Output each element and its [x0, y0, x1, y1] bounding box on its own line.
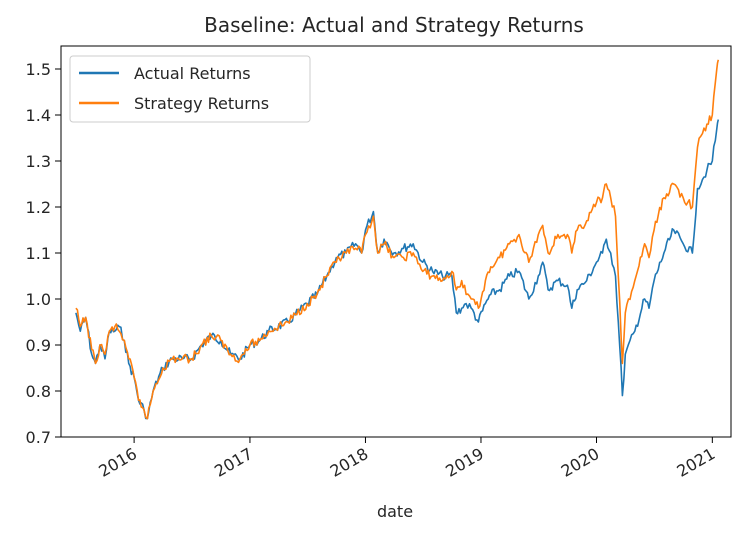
- y-tick-label: 0.9: [26, 336, 51, 355]
- y-tick-label: 1.1: [26, 244, 51, 263]
- x-tick-label: 2017: [211, 444, 256, 481]
- x-tick-label: 2016: [95, 444, 140, 481]
- legend-label-strategy-returns: Strategy Returns: [134, 94, 269, 113]
- y-tick-label: 1.4: [26, 106, 51, 125]
- legend-box: [69, 55, 311, 123]
- x-tick-label: 2021: [674, 444, 719, 481]
- y-tick-label: 0.7: [26, 428, 51, 447]
- y-tick-label: 0.8: [26, 382, 51, 401]
- x-axis-label: date: [377, 502, 413, 521]
- y-axis: 0.7 0.8 0.9 1.0 1.1 1.2 1.3 1.4 1.5: [26, 60, 61, 447]
- series-line-actual-returns: [75, 119, 720, 420]
- series-line-strategy-returns: [75, 59, 720, 420]
- y-tick-label: 1.5: [26, 60, 51, 79]
- x-tick-label: 2019: [442, 444, 487, 481]
- y-tick-label: 1.2: [26, 198, 51, 217]
- x-axis: 2016 2017 2018 2019 2020 2021: [95, 437, 718, 481]
- plot-frame: [60, 45, 732, 438]
- chart-title: Baseline: Actual and Strategy Returns: [204, 13, 584, 37]
- legend: Actual Returns Strategy Returns: [69, 55, 311, 123]
- y-tick-label: 1.0: [26, 290, 51, 309]
- y-tick-label: 1.3: [26, 152, 51, 171]
- x-tick-label: 2020: [558, 444, 603, 481]
- legend-label-actual-returns: Actual Returns: [134, 64, 251, 83]
- x-tick-label: 2018: [327, 444, 372, 481]
- series-lines: [75, 59, 720, 420]
